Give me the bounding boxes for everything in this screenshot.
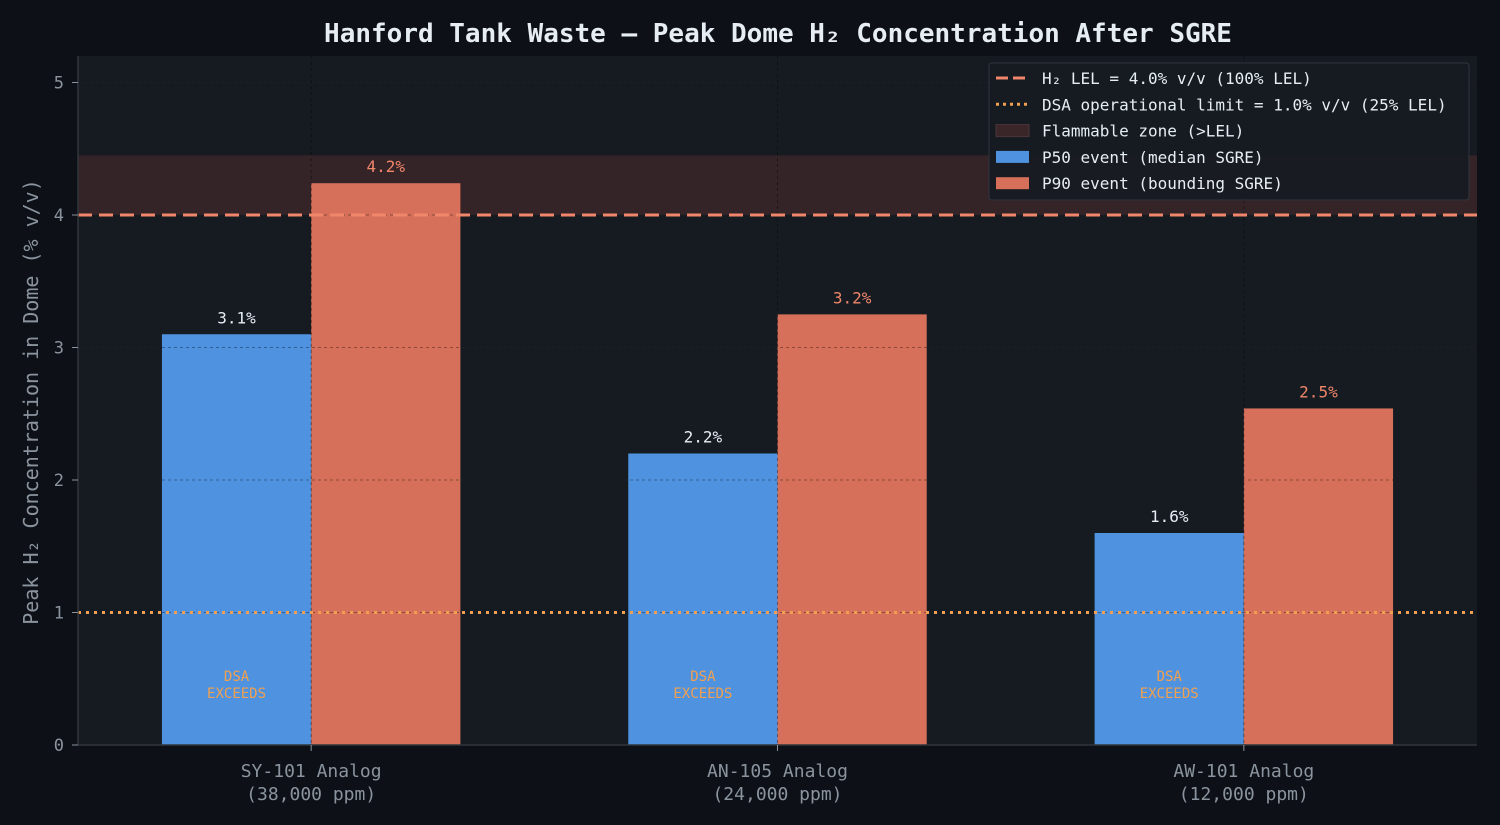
bar <box>311 183 461 745</box>
dsa-exceeds-annotation: EXCEEDS <box>673 686 732 702</box>
legend: H₂ LEL = 4.0% v/v (100% LEL) DSA operatio… <box>988 62 1470 201</box>
x-category-label: (12,000 ppm) <box>1179 784 1309 805</box>
bar <box>628 453 778 745</box>
legend-box <box>988 62 1470 201</box>
bar-value-label: 3.1% <box>217 308 256 327</box>
bar <box>161 334 312 745</box>
bar <box>777 314 927 745</box>
y-tick-label: 0 <box>54 736 64 756</box>
legend-patch-swatch <box>995 124 1030 138</box>
bar-value-label: 3.2% <box>833 288 872 307</box>
legend-entry-label: DSA operational limit = 1.0% v/v (25% LE… <box>1042 95 1447 114</box>
bar-value-label: 4.2% <box>367 157 406 176</box>
legend-patch-swatch <box>996 177 1029 190</box>
bar <box>1094 533 1244 745</box>
legend-entry-label: Flammable zone (>LEL) <box>1042 122 1244 141</box>
bar-value-label: 1.6% <box>1150 507 1189 526</box>
dsa-exceeds-annotation: DSA <box>690 669 716 685</box>
y-tick-label: 3 <box>54 339 64 359</box>
dsa-exceeds-annotation: EXCEEDS <box>1140 686 1199 702</box>
y-tick-label: 2 <box>54 471 64 491</box>
x-category-label: SY-101 Analog <box>241 761 382 782</box>
bar <box>1243 408 1394 745</box>
y-axis-label: Peak H₂ Concentration in Dome (% v/v) <box>19 179 43 625</box>
y-tick-label: 4 <box>54 206 64 226</box>
dsa-exceeds-annotation: DSA <box>1157 669 1183 685</box>
bar-value-label: 2.5% <box>1299 382 1338 401</box>
legend-entry-label: H₂ LEL = 4.0% v/v (100% LEL) <box>1042 69 1312 88</box>
x-category-label: (38,000 ppm) <box>246 784 376 805</box>
legend-patch-swatch <box>996 150 1029 163</box>
x-category-label: AN-105 Analog <box>707 761 848 782</box>
legend-entry-label: P90 event (bounding SGRE) <box>1042 174 1283 193</box>
x-category-label: AW-101 Analog <box>1173 761 1314 782</box>
legend-entry-label: P50 event (median SGRE) <box>1042 148 1264 167</box>
y-tick-label: 1 <box>54 604 64 624</box>
dsa-exceeds-annotation: EXCEEDS <box>207 686 266 702</box>
y-tick-label: 5 <box>54 74 64 94</box>
x-category-label: (24,000 ppm) <box>712 784 842 805</box>
dsa-exceeds-annotation: DSA <box>224 669 250 685</box>
chart-title: Hanford Tank Waste — Peak Dome H₂ Concen… <box>324 19 1232 49</box>
bar-value-label: 2.2% <box>684 428 723 447</box>
